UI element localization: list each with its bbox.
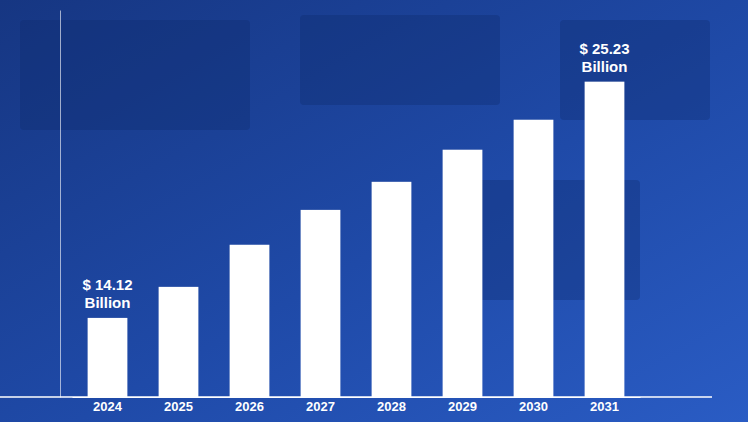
bar bbox=[585, 82, 625, 397]
data-label: $ 14.12Billion bbox=[82, 276, 132, 311]
bar bbox=[88, 318, 128, 397]
x-tick-label: 2024 bbox=[93, 399, 123, 414]
decoration bbox=[300, 15, 500, 105]
x-tick-label: 2031 bbox=[590, 399, 619, 414]
x-tick: 2027 bbox=[306, 397, 335, 414]
x-tick: 2029 bbox=[448, 397, 477, 414]
bar bbox=[372, 182, 412, 397]
bar bbox=[301, 210, 341, 397]
x-tick-label: 2029 bbox=[448, 399, 477, 414]
bar bbox=[443, 150, 483, 397]
bar bbox=[514, 120, 554, 397]
x-tick-label: 2026 bbox=[235, 399, 264, 414]
x-tick-label: 2028 bbox=[377, 399, 406, 414]
decoration bbox=[560, 20, 710, 120]
data-labels: $ 14.12Billion $ 25.23Billion bbox=[82, 40, 629, 311]
y-axis-line bbox=[60, 11, 61, 398]
bars bbox=[88, 82, 625, 397]
x-tick: 2030 bbox=[519, 397, 548, 414]
decoration bbox=[20, 20, 250, 130]
x-tick: 2031 bbox=[590, 397, 619, 414]
x-tick: 2024 bbox=[93, 397, 123, 414]
x-axis-line bbox=[73, 397, 641, 398]
bar bbox=[230, 245, 270, 397]
x-tick-label: 2030 bbox=[519, 399, 548, 414]
y-axis bbox=[60, 11, 61, 398]
chart: 2024 2025 2026 2027 2028 2029 2030 2031 $ 14.12B… bbox=[0, 0, 748, 422]
data-label: $ 25.23Billion bbox=[579, 40, 629, 75]
x-tick: 2028 bbox=[377, 397, 406, 414]
x-tick: 2025 bbox=[164, 397, 193, 414]
bar bbox=[159, 287, 199, 397]
background bbox=[0, 0, 748, 422]
x-tick-label: 2025 bbox=[164, 399, 193, 414]
x-tick-label: 2027 bbox=[306, 399, 335, 414]
x-axis: 2024 2025 2026 2027 2028 2029 2030 2031 bbox=[73, 397, 641, 414]
x-tick: 2026 bbox=[235, 397, 264, 414]
